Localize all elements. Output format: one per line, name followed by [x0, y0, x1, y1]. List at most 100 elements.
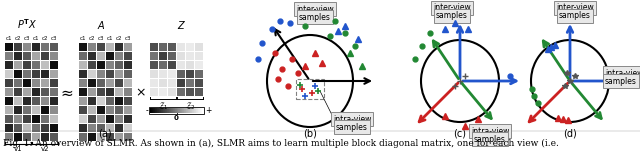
- Text: c2: c2: [42, 36, 48, 41]
- Bar: [14, 115, 22, 123]
- Text: intra-view: intra-view: [333, 114, 371, 124]
- Bar: [14, 43, 22, 51]
- Bar: [166, 108, 168, 113]
- Bar: [14, 52, 22, 60]
- Bar: [97, 124, 105, 132]
- Bar: [191, 108, 192, 113]
- Bar: [23, 106, 31, 114]
- Bar: [186, 70, 194, 78]
- Bar: [115, 79, 123, 87]
- Bar: [97, 115, 105, 123]
- Bar: [5, 70, 13, 78]
- Bar: [197, 108, 198, 113]
- Bar: [14, 70, 22, 78]
- Bar: [88, 124, 96, 132]
- Text: intra-view: intra-view: [471, 127, 509, 135]
- Bar: [23, 61, 31, 69]
- Bar: [169, 108, 170, 113]
- Bar: [195, 108, 196, 113]
- Bar: [14, 79, 22, 87]
- Bar: [79, 106, 87, 114]
- Bar: [23, 97, 31, 105]
- Text: (a): (a): [98, 128, 111, 138]
- Bar: [170, 108, 171, 113]
- Bar: [115, 70, 123, 78]
- Text: samples: samples: [559, 11, 591, 21]
- Bar: [200, 108, 201, 113]
- Bar: [186, 88, 194, 96]
- Bar: [172, 108, 173, 113]
- Bar: [182, 108, 183, 113]
- Text: samples: samples: [336, 122, 368, 132]
- Bar: [41, 106, 49, 114]
- Bar: [189, 108, 190, 113]
- Bar: [41, 124, 49, 132]
- Bar: [186, 61, 194, 69]
- Bar: [159, 70, 167, 78]
- Bar: [23, 43, 31, 51]
- Bar: [106, 70, 114, 78]
- Bar: [5, 106, 13, 114]
- Text: Fig. 1: An overview of SLMR. As shown in (a), SLMR aims to learn multiple block : Fig. 1: An overview of SLMR. As shown in…: [3, 138, 559, 148]
- Bar: [97, 133, 105, 141]
- Bar: [160, 108, 161, 113]
- Bar: [106, 97, 114, 105]
- Bar: [163, 108, 164, 113]
- Bar: [32, 61, 40, 69]
- Bar: [124, 79, 132, 87]
- Bar: [14, 61, 22, 69]
- Bar: [159, 88, 167, 96]
- Bar: [150, 79, 158, 87]
- Bar: [106, 79, 114, 87]
- Bar: [124, 97, 132, 105]
- Bar: [186, 52, 194, 60]
- Bar: [50, 43, 58, 51]
- Text: $P^\mathbf{T}X$: $P^\mathbf{T}X$: [17, 17, 38, 31]
- Bar: [32, 97, 40, 105]
- Text: $Z$: $Z$: [177, 19, 186, 31]
- Bar: [166, 108, 167, 113]
- Bar: [195, 88, 203, 96]
- Bar: [5, 97, 13, 105]
- Text: c3: c3: [125, 36, 131, 41]
- Text: c2: c2: [116, 36, 122, 41]
- Bar: [32, 88, 40, 96]
- Bar: [50, 88, 58, 96]
- Bar: [176, 108, 177, 113]
- Bar: [5, 61, 13, 69]
- Text: c1: c1: [80, 36, 86, 41]
- Bar: [88, 43, 96, 51]
- Bar: [196, 108, 197, 113]
- Text: c1: c1: [6, 36, 12, 41]
- Bar: [88, 115, 96, 123]
- Bar: [106, 133, 114, 141]
- Bar: [32, 124, 40, 132]
- Bar: [174, 108, 175, 113]
- Bar: [202, 108, 203, 113]
- Bar: [162, 108, 163, 113]
- Bar: [79, 133, 87, 141]
- Bar: [177, 70, 185, 78]
- Bar: [195, 79, 203, 87]
- Bar: [183, 108, 184, 113]
- Bar: [159, 52, 167, 60]
- Bar: [97, 70, 105, 78]
- Bar: [182, 108, 184, 113]
- Bar: [50, 115, 58, 123]
- Bar: [296, 79, 324, 99]
- Bar: [88, 97, 96, 105]
- Text: intra-view: intra-view: [605, 69, 640, 77]
- Bar: [115, 52, 123, 60]
- Text: inter-view: inter-view: [296, 5, 334, 13]
- Bar: [115, 43, 123, 51]
- Bar: [79, 52, 87, 60]
- Bar: [188, 108, 189, 113]
- Bar: [165, 108, 166, 113]
- Bar: [79, 43, 87, 51]
- Bar: [14, 97, 22, 105]
- Bar: [195, 70, 203, 78]
- Text: c2: c2: [89, 36, 95, 41]
- Bar: [88, 88, 96, 96]
- Text: $\mathcal{Z}_1$: $\mathcal{Z}_1$: [157, 101, 168, 112]
- Text: samples: samples: [605, 77, 637, 85]
